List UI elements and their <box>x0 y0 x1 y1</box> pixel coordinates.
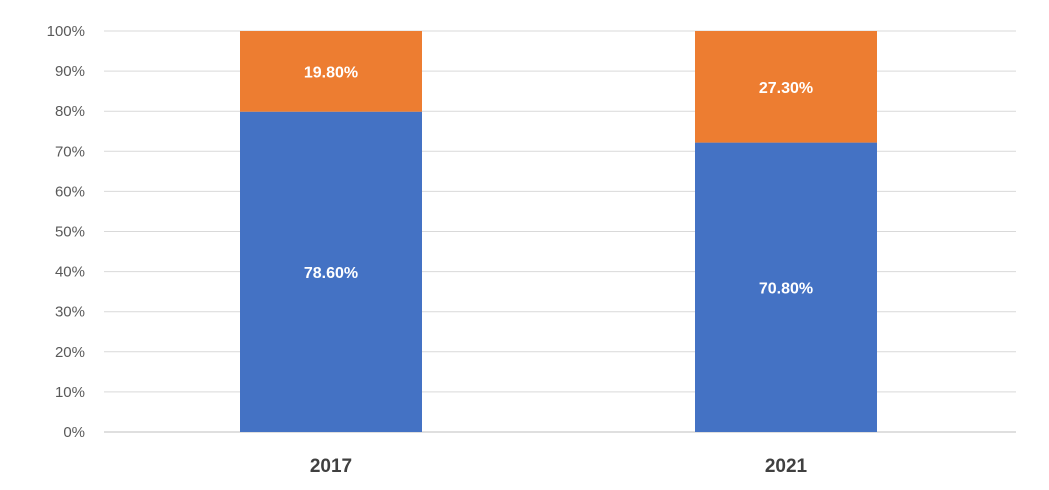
y-tick-label: 20% <box>55 344 85 361</box>
bars <box>240 31 877 433</box>
y-tick-label: 10% <box>55 384 85 401</box>
data-labels: 78.60% 19.80% 70.80% 27.30% <box>304 64 813 297</box>
y-tick-label: 0% <box>63 424 85 441</box>
data-label: 78.60% <box>304 265 358 282</box>
y-tick-label: 90% <box>55 63 85 80</box>
data-label: 70.80% <box>759 280 813 297</box>
bar-segment-2021-s1 <box>695 142 877 433</box>
y-tick-label: 30% <box>55 304 85 321</box>
y-tick-label: 80% <box>55 103 85 120</box>
y-tick-label: 100% <box>47 23 85 40</box>
x-category-label: 2017 <box>310 456 352 477</box>
y-tick-label: 60% <box>55 183 85 200</box>
bar-segment-2021-s2 <box>695 31 877 143</box>
x-category-label: 2021 <box>765 456 808 477</box>
x-axis-categories: 2017 2021 <box>310 456 808 477</box>
y-tick-label: 50% <box>55 224 85 241</box>
y-axis-ticks: 0% 10% 20% 30% 40% 50% 60% 70% 80% 90% 100% <box>47 23 85 441</box>
data-label: 27.30% <box>759 80 813 97</box>
data-label: 19.80% <box>304 64 358 81</box>
bar-segment-2017-s1 <box>240 111 422 432</box>
y-tick-label: 70% <box>55 143 85 160</box>
bar-segment-2017-s2 <box>240 31 422 112</box>
y-tick-label: 40% <box>55 264 85 281</box>
